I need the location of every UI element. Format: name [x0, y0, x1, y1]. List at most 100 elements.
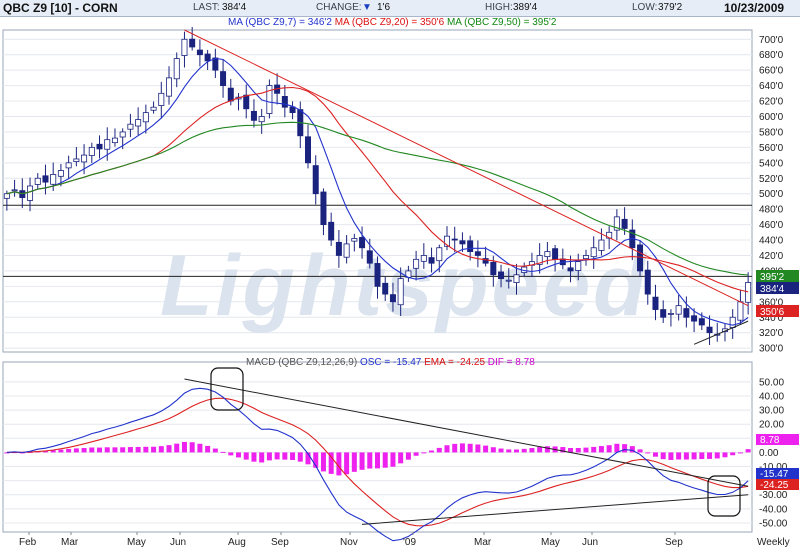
candle-body — [27, 185, 34, 201]
date-stamp: 10/23/2009 — [724, 1, 785, 15]
macd-legend-title: MACD (QBC Z9,12,26,9) — [246, 357, 358, 368]
macd-histogram-bar — [189, 442, 195, 453]
price-tag — [756, 282, 799, 294]
macd-histogram-bar — [529, 448, 535, 453]
price-tick-label: 600'0 — [759, 112, 784, 123]
candle-body — [335, 241, 342, 256]
macd-histogram-bar — [375, 452, 380, 469]
candle-body — [312, 165, 319, 195]
candle-body — [544, 251, 551, 258]
macd-histogram-bar — [251, 452, 257, 462]
candle-body — [382, 282, 389, 295]
candle-body — [34, 177, 41, 185]
macd-histogram-bar — [120, 447, 126, 453]
price-tick-label: 300'0 — [759, 344, 784, 355]
macd-histogram-bar — [629, 446, 635, 453]
change-value: 1'6 — [377, 2, 391, 13]
candle-body — [351, 238, 358, 242]
macd-tick-label: 40.00 — [759, 391, 784, 402]
candle-body — [65, 162, 72, 169]
ma-legend: MA (QBC Z9,7) = 346'2 MA (QBC Z9,20) = 3… — [228, 17, 556, 28]
candle-body — [88, 146, 95, 156]
ma7-line — [14, 57, 749, 326]
candle-body — [652, 296, 659, 310]
symbol-title: QBC Z9 [10] - CORN — [3, 1, 118, 15]
price-tick-label: 360'0 — [759, 297, 784, 308]
macd-histogram-bar — [598, 446, 604, 453]
candle-body — [637, 244, 644, 272]
macd-histogram-bar — [583, 447, 589, 453]
x-tick-label: Sep — [271, 537, 289, 548]
price-tick-label: 560'0 — [759, 143, 784, 154]
resistance-trendline — [184, 29, 749, 307]
x-tick-label: Jun — [582, 537, 598, 548]
macd-histogram-bar — [436, 447, 442, 453]
macd-histogram-bar — [652, 452, 658, 457]
macd-histogram-bar — [243, 452, 249, 460]
candle-body — [698, 318, 705, 326]
price-tag — [756, 305, 799, 317]
candle-body — [737, 301, 744, 321]
candle-body — [745, 282, 752, 303]
macd-histogram-bar — [220, 451, 226, 453]
candle-body — [127, 123, 134, 130]
macd-histogram-bar — [467, 443, 473, 453]
candle-body — [3, 193, 10, 199]
candle-body — [420, 255, 427, 262]
ma7-legend: MA (QBC Z9,7) = 346'2 — [228, 17, 332, 28]
macd-histogram-bar — [421, 452, 427, 454]
x-tick-label: Weekly — [757, 537, 790, 548]
price-tick-label: 540'0 — [759, 158, 784, 169]
macd-histogram-bar — [4, 452, 10, 454]
candle-body — [150, 106, 157, 111]
candle-body — [281, 96, 288, 108]
macd-histogram-bar — [707, 452, 713, 459]
candle-body — [243, 94, 250, 110]
macd-histogram-bar — [475, 444, 481, 453]
macd-histogram-bar — [274, 452, 280, 460]
candle-body — [644, 269, 651, 295]
ma50-line — [6, 121, 749, 276]
macd-tick-label: -40.00 — [759, 504, 788, 515]
macd-histogram-bar — [506, 449, 512, 453]
macd-tick-label: 50.00 — [759, 377, 784, 388]
macd-histogram-bar — [73, 448, 79, 453]
candle-body — [590, 247, 597, 258]
high-value: 389'4 — [513, 2, 538, 13]
macd-histogram-bar — [305, 452, 311, 465]
macd-histogram-bar — [236, 452, 242, 458]
x-tick-label: May — [127, 537, 146, 548]
candle-body — [552, 248, 559, 260]
candle-body — [467, 240, 474, 253]
candle-body — [173, 58, 180, 80]
macd-histogram-bar — [313, 452, 319, 468]
macd-legend: MACD (QBC Z9,12,26,9) OSC = -15.47 EMA =… — [246, 357, 535, 368]
macd-histogram-bar — [575, 448, 581, 453]
change-down-icon: ▼ — [362, 2, 372, 13]
candle-body — [289, 106, 296, 114]
macd-histogram-bar — [683, 452, 689, 460]
candle-body — [575, 261, 582, 271]
macd-histogram-bar — [382, 452, 388, 468]
candle-body — [374, 263, 381, 287]
candle-body — [158, 92, 165, 106]
candle-body — [250, 110, 257, 121]
candle-body — [667, 312, 674, 315]
macd-histogram-bar — [459, 443, 465, 453]
macd-histogram-bar — [537, 447, 543, 453]
macd-histogram-bar — [452, 443, 458, 453]
candle-body — [366, 250, 373, 264]
macd-histogram-bar — [66, 448, 72, 453]
macd-histogram-bar — [174, 443, 180, 453]
x-tick-label: Nov — [340, 537, 358, 548]
macd-histogram-bar — [730, 452, 736, 456]
osc-line — [6, 387, 749, 542]
macd-histogram-bar — [166, 445, 172, 453]
macd-histogram-bar — [521, 448, 527, 453]
macd-histogram-bar — [390, 452, 396, 467]
macd-histogram-bar — [290, 452, 296, 460]
candle-body — [266, 85, 273, 114]
macd-histogram-bar — [135, 446, 141, 453]
price-tick-label: 320'0 — [759, 328, 784, 339]
macd-histogram-bar — [398, 452, 404, 464]
